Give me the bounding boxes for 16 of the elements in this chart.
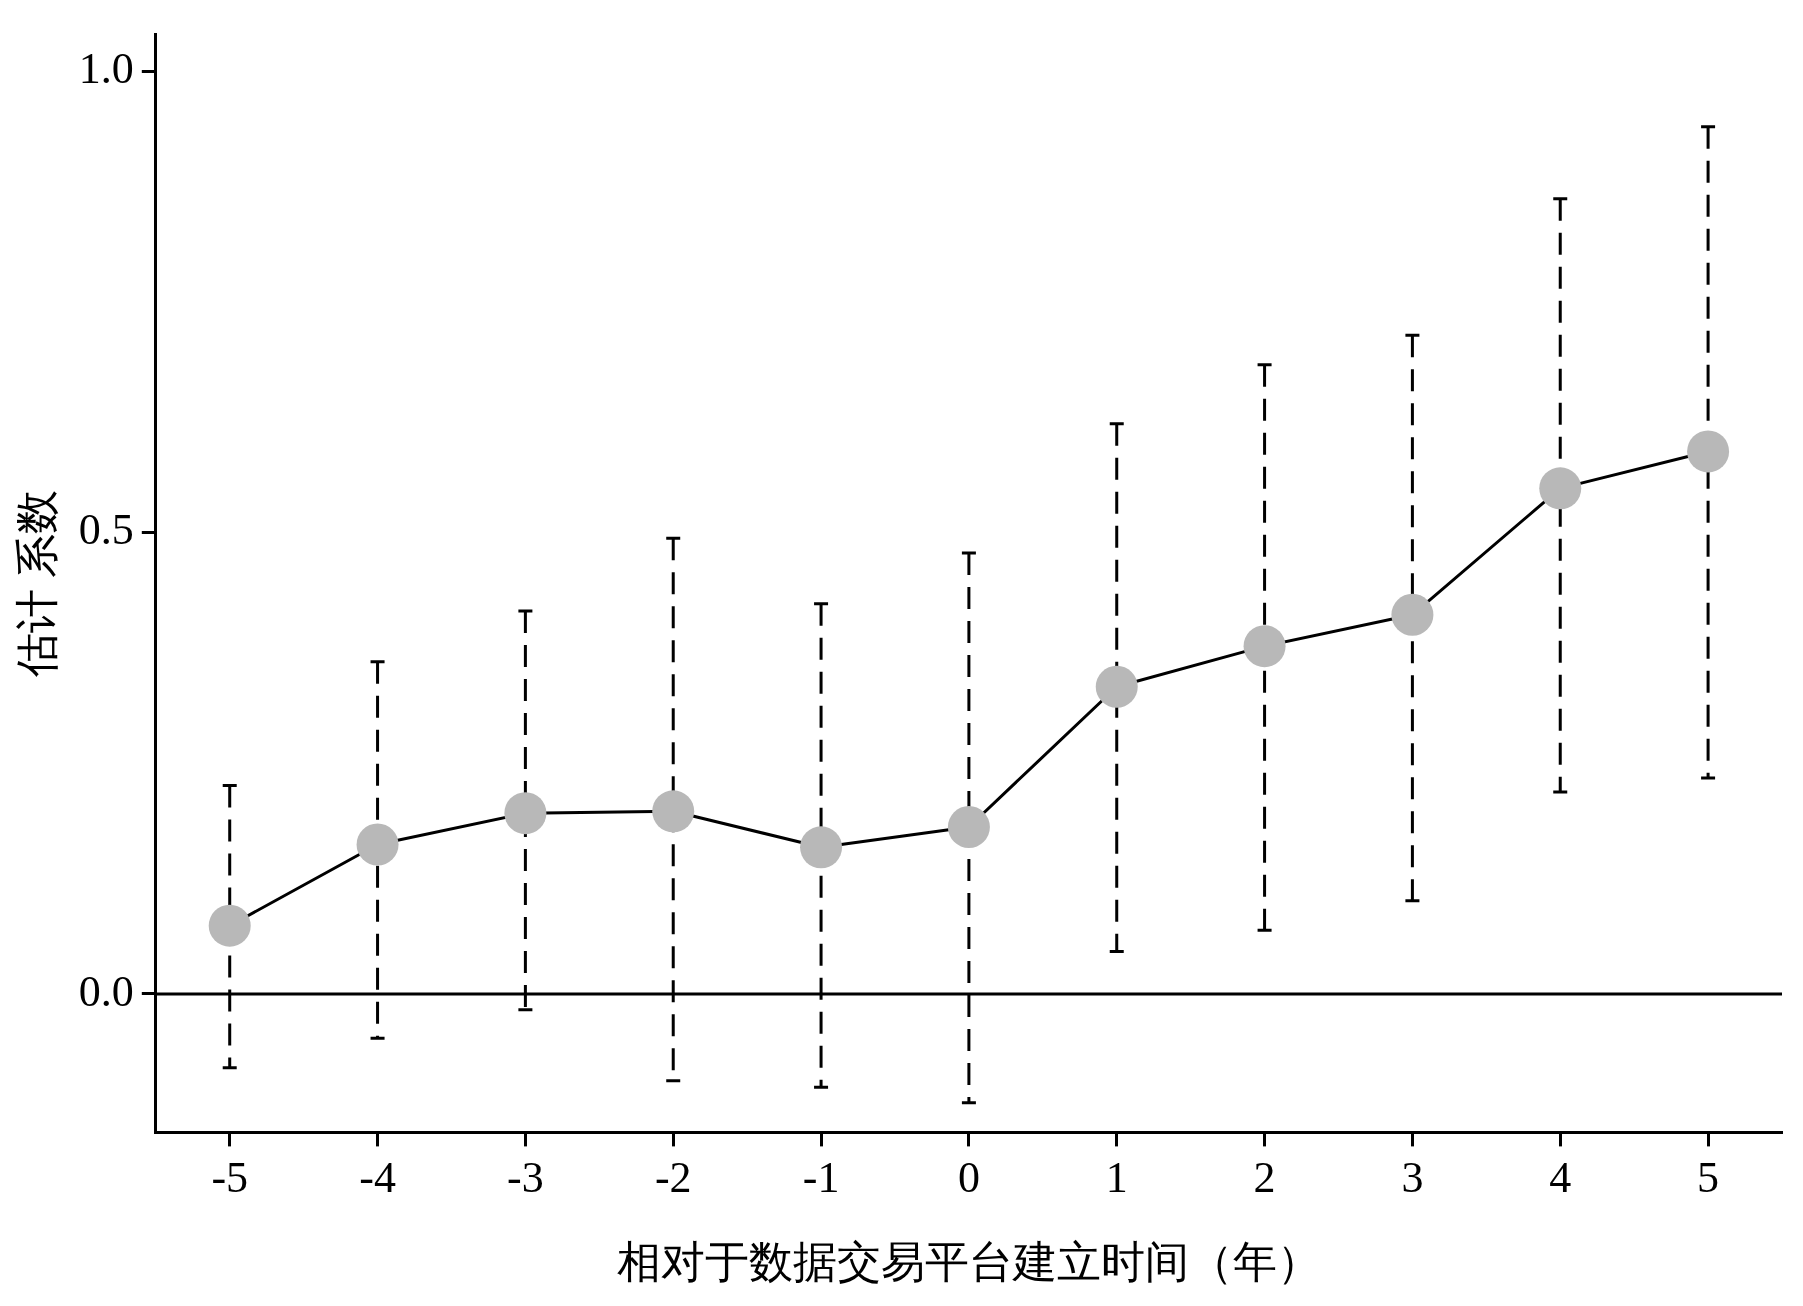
x-tick-label: 5 <box>1697 1153 1720 1203</box>
y-tick-label: 0.0 <box>78 966 134 1016</box>
x-tick-label: -3 <box>507 1153 544 1203</box>
x-tick-label: 1 <box>1105 1153 1128 1203</box>
x-tick-label: 0 <box>957 1153 980 1203</box>
x-tick-label: 3 <box>1401 1153 1424 1203</box>
x-tick-label: -5 <box>211 1153 249 1203</box>
x-tick-label: -1 <box>802 1153 840 1203</box>
y-axis-title: 估计 系数 <box>12 489 62 678</box>
x-tick-label: 4 <box>1549 1153 1572 1203</box>
x-axis-title: 相对于数据交易平台建立时间（年） <box>616 1238 1321 1288</box>
x-tick-label: 2 <box>1253 1153 1276 1203</box>
y-tick-label: 0.5 <box>78 505 134 555</box>
y-tick-label: 1.0 <box>78 43 134 93</box>
x-tick-label: -4 <box>359 1153 396 1203</box>
x-tick-label: -2 <box>654 1153 692 1203</box>
